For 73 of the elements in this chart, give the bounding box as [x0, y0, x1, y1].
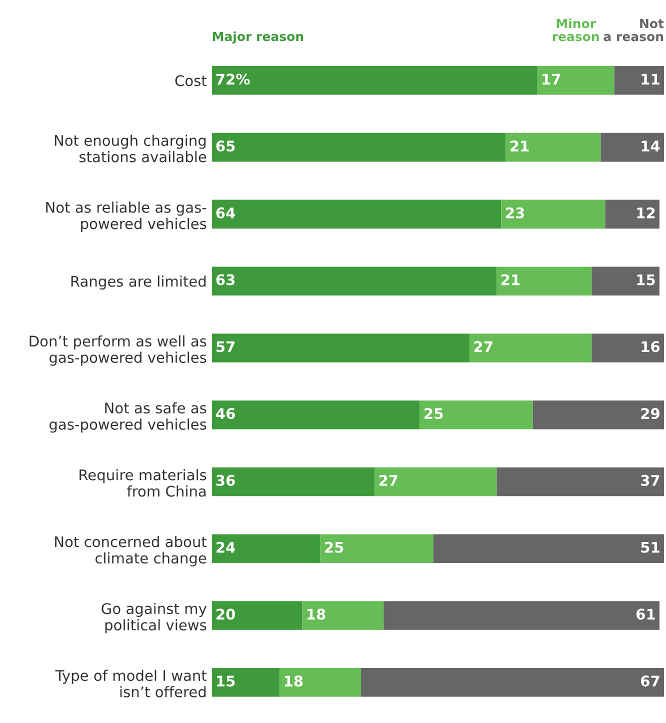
bar — [496, 266, 592, 296]
bar — [374, 467, 497, 496]
bar — [537, 66, 614, 95]
y-tick-label: Type of model I want isn’t offered — [55, 670, 207, 698]
data-label: 64 — [216, 207, 236, 218]
bar — [212, 534, 320, 563]
bar — [212, 601, 302, 630]
bar — [280, 668, 362, 697]
data-label: 15 — [637, 274, 655, 286]
bar — [420, 400, 533, 430]
data-label: 24 — [216, 542, 236, 553]
data-label: 46 — [216, 408, 235, 420]
bar — [384, 601, 660, 630]
data-label: 37 — [641, 474, 660, 486]
bar — [470, 334, 592, 362]
bar — [212, 66, 538, 95]
series-label: Not a reason — [604, 18, 664, 42]
y-tick-label: Ranges are limited — [71, 276, 206, 290]
bar — [212, 400, 420, 430]
data-label: 63 — [216, 274, 235, 286]
bar — [212, 334, 470, 362]
data-label: 29 — [641, 408, 660, 420]
bar — [605, 200, 660, 229]
data-label: 36 — [216, 474, 235, 486]
bar — [212, 668, 280, 697]
bar — [496, 467, 664, 496]
data-label: 72% — [216, 74, 250, 85]
data-label: 25 — [424, 408, 443, 420]
bar — [302, 601, 384, 630]
series-label: Minor reason — [552, 18, 599, 42]
bar — [212, 132, 506, 162]
data-label: 15 — [217, 676, 235, 687]
y-tick-label: Not enough charging stations available — [54, 134, 206, 162]
bar — [212, 266, 497, 296]
data-label: 12 — [637, 207, 655, 218]
y-tick-label: Don’t perform as well as gas-powered vehicles — [30, 335, 206, 366]
data-label: 21 — [510, 140, 529, 152]
data-label: 27 — [379, 474, 398, 486]
data-label: 25 — [325, 542, 344, 553]
y-tick-label: Not concerned about climate change — [55, 536, 207, 566]
bar — [433, 534, 664, 563]
data-label: 18 — [284, 676, 303, 687]
data-label: 17 — [542, 74, 560, 84]
data-label: 67 — [640, 676, 660, 687]
data-label: 27 — [474, 341, 492, 352]
bar — [320, 534, 434, 563]
bar — [592, 334, 664, 362]
bar — [532, 400, 664, 430]
y-tick-label: Go against my political views — [102, 602, 206, 634]
bar — [501, 200, 606, 229]
bar — [614, 66, 664, 95]
bar — [212, 200, 502, 229]
y-tick-label: Not as reliable as gas- powered vehicles — [46, 202, 206, 232]
data-label: 57 — [216, 341, 235, 352]
data-label: 51 — [641, 542, 660, 553]
bar — [600, 132, 664, 162]
data-label: 16 — [642, 341, 660, 352]
data-label: 20 — [216, 608, 235, 620]
y-tick-label: Not as safe as gas-powered vehicles — [50, 402, 206, 433]
y-tick-label: Cost — [175, 75, 207, 86]
bar — [212, 467, 375, 496]
bar — [506, 132, 601, 162]
data-label: 61 — [636, 608, 655, 620]
series-label: Major reason — [212, 31, 304, 44]
data-label: 65 — [216, 140, 235, 152]
bar — [592, 266, 660, 296]
y-tick-label: Require materials from China — [80, 469, 206, 497]
data-label: 21 — [501, 274, 520, 286]
data-label: 23 — [506, 207, 524, 218]
data-label: 11 — [642, 74, 660, 84]
bar — [361, 668, 664, 697]
data-label: 14 — [642, 140, 660, 152]
data-label: 18 — [307, 608, 326, 620]
